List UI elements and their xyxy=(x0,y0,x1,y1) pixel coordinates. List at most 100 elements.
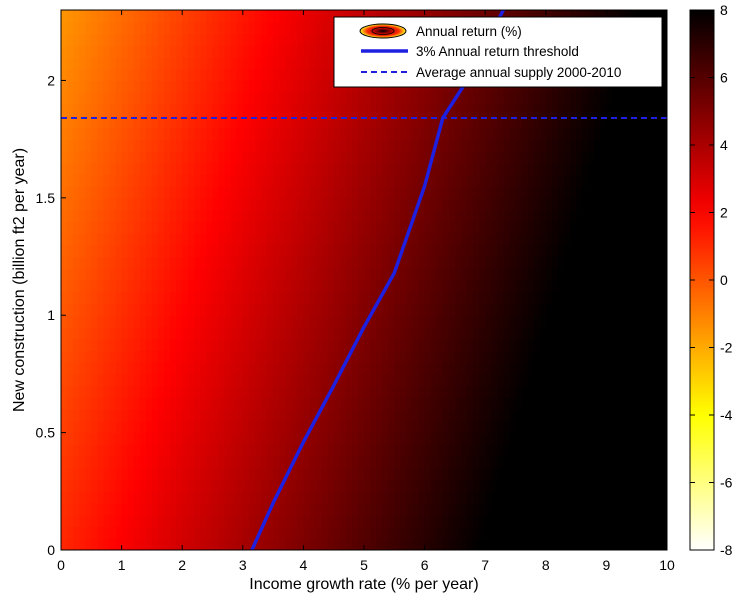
heatmap-cell xyxy=(364,280,371,293)
heatmap-cell xyxy=(351,268,359,281)
heatmap-cell xyxy=(267,409,274,422)
heatmap-cell xyxy=(267,350,274,363)
heatmap-cell xyxy=(79,479,86,492)
heatmap-cell xyxy=(515,139,523,152)
heatmap-cell xyxy=(345,514,353,528)
heatmap-cell xyxy=(73,362,80,375)
heatmap-cell xyxy=(491,432,498,445)
heatmap-cell xyxy=(339,350,347,363)
heatmap-cell xyxy=(563,303,571,316)
heatmap-cell xyxy=(236,186,244,199)
heatmap-cell xyxy=(485,362,492,375)
heatmap-cell xyxy=(654,162,662,175)
heatmap-cell xyxy=(79,256,86,269)
heatmap-cell xyxy=(430,467,438,481)
heatmap-cell xyxy=(406,127,414,140)
heatmap-cell xyxy=(145,56,153,70)
heatmap-cell xyxy=(267,80,274,93)
heatmap-cell xyxy=(660,467,667,481)
heatmap-cell xyxy=(448,432,456,445)
heatmap-cell xyxy=(230,373,238,387)
heatmap-cell xyxy=(394,373,401,387)
heatmap-cell xyxy=(273,350,280,363)
heatmap-cell xyxy=(545,221,553,234)
heatmap-cell xyxy=(606,221,614,234)
heatmap-cell xyxy=(260,479,268,492)
heatmap-cell xyxy=(236,467,244,481)
heatmap-cell xyxy=(521,92,529,105)
heatmap-cell xyxy=(303,420,311,434)
heatmap-cell xyxy=(157,315,165,328)
heatmap-cell xyxy=(345,115,353,128)
heatmap-cell xyxy=(285,538,292,550)
heatmap-cell xyxy=(61,373,68,387)
heatmap-cell xyxy=(315,80,323,93)
heatmap-cell xyxy=(176,21,183,35)
heatmap-cell xyxy=(388,420,395,434)
heatmap-cell xyxy=(509,92,517,105)
heatmap-cell xyxy=(327,56,335,70)
heatmap-cell xyxy=(67,491,74,504)
heatmap-cell xyxy=(357,150,365,164)
heatmap-cell xyxy=(454,467,462,481)
heatmap-cell xyxy=(551,10,559,23)
heatmap-cell xyxy=(636,280,644,293)
heatmap-cell xyxy=(430,456,438,469)
heatmap-cell xyxy=(127,491,135,504)
heatmap-cell xyxy=(454,491,462,504)
heatmap-cell xyxy=(539,373,547,387)
heatmap-cell xyxy=(660,303,667,316)
heatmap-cell xyxy=(424,174,432,187)
heatmap-cell xyxy=(103,491,111,504)
heatmap-cell xyxy=(327,127,335,140)
heatmap-cell xyxy=(654,385,662,398)
heatmap-cell xyxy=(315,244,323,258)
legend-label-annual-return: Annual return (%) xyxy=(416,24,522,39)
heatmap-cell xyxy=(133,150,141,164)
heatmap-cell xyxy=(515,373,523,387)
heatmap-cell xyxy=(254,444,262,457)
heatmap-cell xyxy=(79,303,86,316)
heatmap-cell xyxy=(327,444,335,457)
heatmap-cell xyxy=(285,10,292,23)
heatmap-cell xyxy=(351,385,359,398)
heatmap-cell xyxy=(473,10,480,23)
heatmap-cell xyxy=(145,209,153,222)
heatmap-cell xyxy=(133,362,141,375)
heatmap-cell xyxy=(521,280,529,293)
heatmap-cell xyxy=(642,444,650,457)
heatmap-cell xyxy=(491,538,498,550)
heatmap-cell xyxy=(85,197,92,211)
heatmap-cell xyxy=(594,444,601,457)
heatmap-cell xyxy=(479,538,486,550)
heatmap-cell xyxy=(67,221,74,234)
heatmap-cell xyxy=(218,21,226,35)
heatmap-cell xyxy=(260,385,268,398)
heatmap-cell xyxy=(539,491,547,504)
heatmap-cell xyxy=(400,150,408,164)
heatmap-cell xyxy=(321,315,329,328)
heatmap-cell xyxy=(376,139,383,152)
heatmap-cell xyxy=(212,350,220,363)
heatmap-cell xyxy=(321,362,329,375)
heatmap-cell xyxy=(164,186,171,199)
heatmap-cell xyxy=(151,139,159,152)
heatmap-cell xyxy=(85,115,92,128)
heatmap-cell xyxy=(588,491,595,504)
heatmap-cell xyxy=(406,268,414,281)
heatmap-cell xyxy=(333,10,341,23)
heatmap-cell xyxy=(303,315,311,328)
heatmap-cell xyxy=(460,350,468,363)
heatmap-cell xyxy=(73,127,80,140)
heatmap-cell xyxy=(606,456,614,469)
heatmap-cell xyxy=(582,291,589,305)
heatmap-cell xyxy=(370,350,377,363)
heatmap-cell xyxy=(303,162,311,175)
heatmap-cell xyxy=(212,409,220,422)
heatmap-cell xyxy=(636,526,644,539)
heatmap-cell xyxy=(127,503,135,516)
heatmap-cell xyxy=(115,385,123,398)
heatmap-cell xyxy=(164,150,171,164)
heatmap-cell xyxy=(618,209,626,222)
heatmap-cell xyxy=(479,221,486,234)
